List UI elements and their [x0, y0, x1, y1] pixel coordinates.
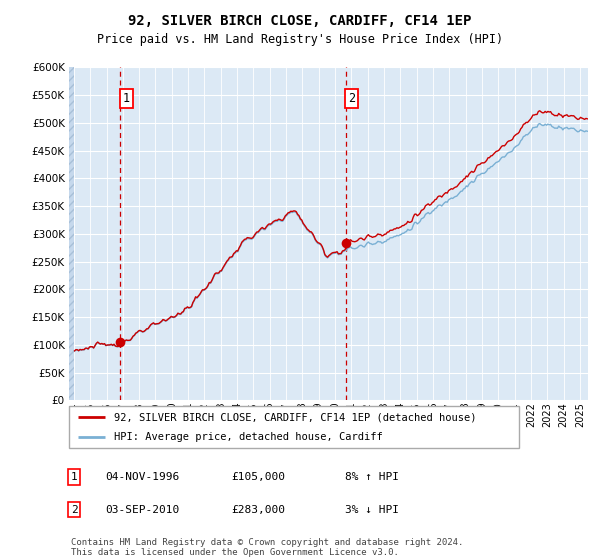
Text: 3% ↓ HPI: 3% ↓ HPI [345, 505, 399, 515]
FancyBboxPatch shape [69, 406, 519, 448]
Text: 92, SILVER BIRCH CLOSE, CARDIFF, CF14 1EP (detached house): 92, SILVER BIRCH CLOSE, CARDIFF, CF14 1E… [114, 412, 476, 422]
Text: 2: 2 [349, 92, 356, 105]
Text: Price paid vs. HM Land Registry's House Price Index (HPI): Price paid vs. HM Land Registry's House … [97, 32, 503, 46]
Text: £283,000: £283,000 [231, 505, 285, 515]
Text: £105,000: £105,000 [231, 472, 285, 482]
Text: 1: 1 [71, 472, 77, 482]
Text: 2: 2 [71, 505, 77, 515]
Text: 1: 1 [122, 92, 130, 105]
Bar [69, 67, 74, 400]
Text: 8% ↑ HPI: 8% ↑ HPI [345, 472, 399, 482]
Text: Contains HM Land Registry data © Crown copyright and database right 2024.
This d: Contains HM Land Registry data © Crown c… [71, 538, 463, 557]
Text: 92, SILVER BIRCH CLOSE, CARDIFF, CF14 1EP: 92, SILVER BIRCH CLOSE, CARDIFF, CF14 1E… [128, 14, 472, 28]
Text: 04-NOV-1996: 04-NOV-1996 [105, 472, 179, 482]
Text: 03-SEP-2010: 03-SEP-2010 [105, 505, 179, 515]
Text: HPI: Average price, detached house, Cardiff: HPI: Average price, detached house, Card… [114, 432, 383, 442]
